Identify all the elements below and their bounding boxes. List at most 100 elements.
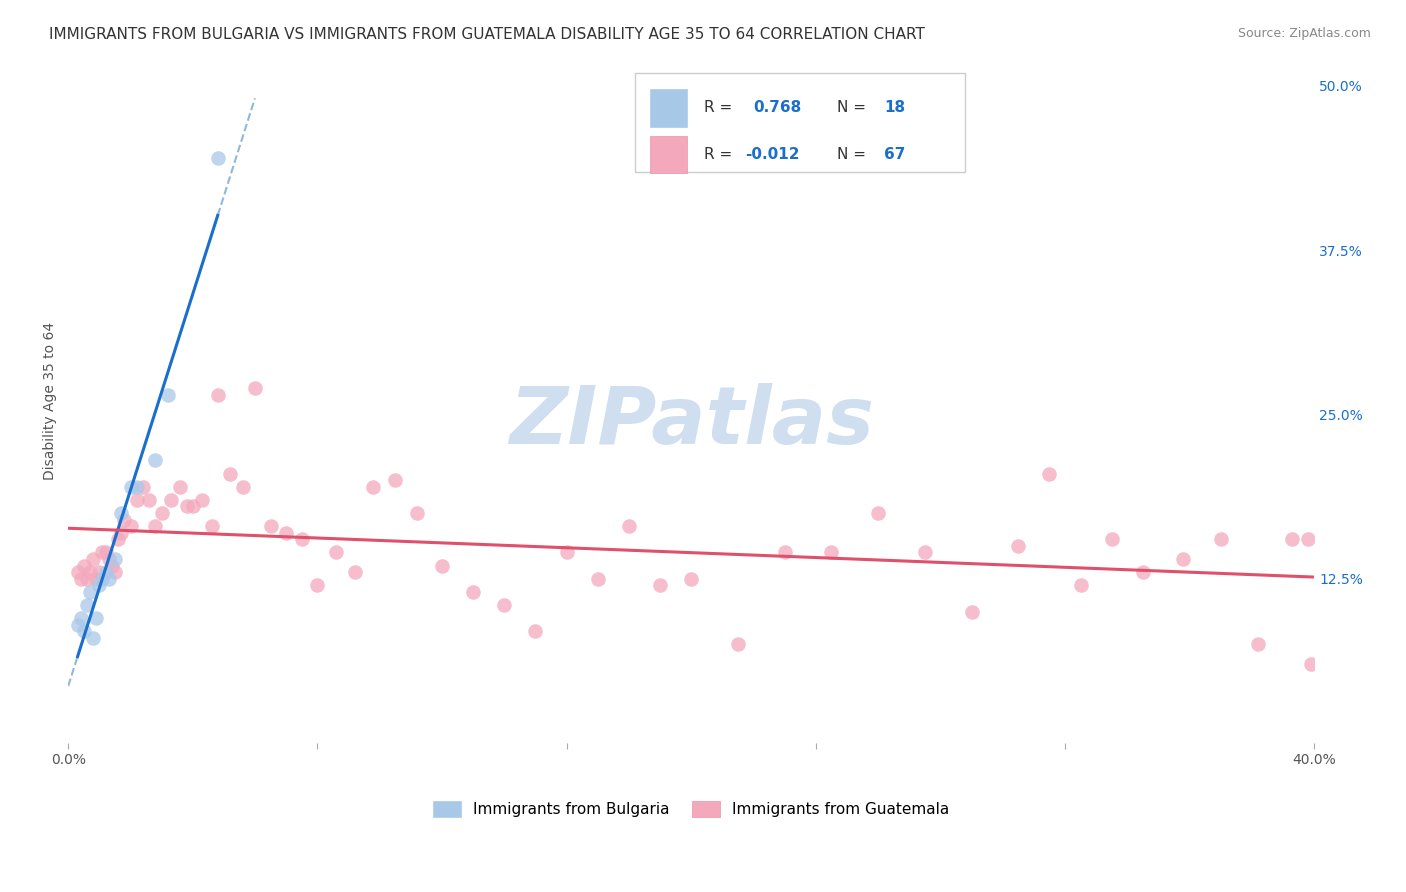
Point [97,552,120,566]
Point [66,617,89,632]
Point [343,565,366,579]
Point [125,492,148,507]
Point [101,558,124,573]
Point [82,631,104,645]
Point [207,388,229,402]
Point [307,578,329,592]
Point [430,558,453,573]
Point [97,572,120,586]
Point [207,151,229,165]
Point [1132,565,1154,579]
Point [84,611,107,625]
Point [120,519,142,533]
Point [200,519,222,533]
Point [73,558,96,573]
Point [89,565,111,579]
Point [243,381,266,395]
Legend: Immigrants from Bulgaria, Immigrants from Guatemala: Immigrants from Bulgaria, Immigrants fro… [427,795,955,823]
Point [524,624,547,639]
Point [145,519,167,533]
Point [617,519,640,533]
Point [91,545,114,559]
Point [463,585,485,599]
Point [160,492,183,507]
Point [555,545,578,559]
Point [84,572,107,586]
Point [150,506,173,520]
Point [191,492,214,507]
Text: -0.012: -0.012 [745,147,799,162]
Text: 67: 67 [884,147,905,162]
Text: 0.768: 0.768 [754,101,801,115]
Text: N =: N = [837,147,870,162]
Point [586,572,609,586]
Point [79,585,101,599]
Point [76,572,98,586]
Point [1209,533,1232,547]
Point [125,480,148,494]
Text: ZIPatlas: ZIPatlas [509,383,873,461]
Point [219,467,242,481]
Point [82,552,104,566]
Point [110,525,132,540]
Point [384,473,406,487]
Y-axis label: Disability Age 35 to 64: Disability Age 35 to 64 [44,322,58,481]
Point [276,525,298,540]
Point [914,545,936,559]
Point [1101,533,1123,547]
Point [120,480,142,494]
Point [868,506,890,520]
Point [69,572,91,586]
Point [104,552,127,566]
FancyBboxPatch shape [636,73,966,172]
Text: IMMIGRANTS FROM BULGARIA VS IMMIGRANTS FROM GUATEMALA DISABILITY AGE 35 TO 64 CO: IMMIGRANTS FROM BULGARIA VS IMMIGRANTS F… [49,27,925,42]
Bar [650,136,688,173]
Point [960,605,983,619]
Point [820,545,842,559]
Point [1007,539,1029,553]
Point [1038,467,1060,481]
Point [494,598,516,612]
Point [773,545,796,559]
Point [1281,533,1303,547]
Point [94,565,117,579]
Point [107,533,129,547]
Point [138,492,160,507]
Point [1296,533,1319,547]
Point [648,578,671,592]
Point [112,512,135,526]
Point [406,506,429,520]
Text: Source: ZipAtlas.com: Source: ZipAtlas.com [1237,27,1371,40]
Text: R =: R = [703,147,737,162]
Text: R =: R = [703,101,737,115]
Point [79,565,101,579]
Point [110,506,132,520]
Point [145,453,167,467]
Point [727,637,749,651]
Text: N =: N = [837,101,870,115]
Point [181,500,204,514]
Point [156,388,179,402]
Point [76,598,98,612]
Point [291,533,314,547]
Text: 18: 18 [884,101,905,115]
Point [104,565,127,579]
Point [66,565,89,579]
Point [260,519,283,533]
Point [132,480,155,494]
Point [176,500,198,514]
Point [89,578,111,592]
Point [73,624,96,639]
Point [1070,578,1092,592]
Point [363,480,385,494]
Point [69,611,91,625]
Bar [650,89,688,127]
Point [1173,552,1195,566]
Point [91,572,114,586]
Point [169,480,191,494]
Point [325,545,347,559]
Point [232,480,254,494]
Point [1299,657,1322,672]
Point [94,545,117,559]
Point [681,572,703,586]
